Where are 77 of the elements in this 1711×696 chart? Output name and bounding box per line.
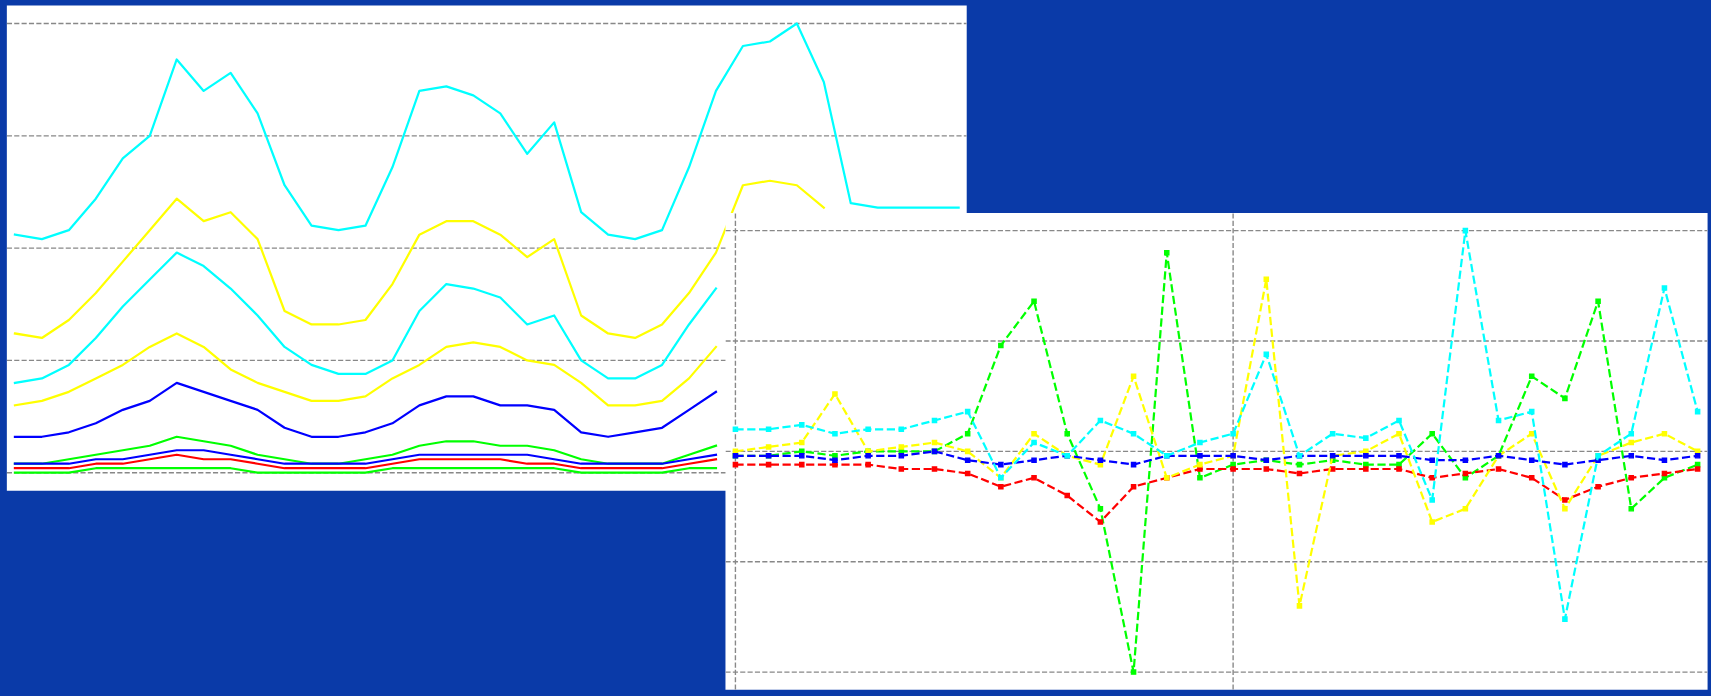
- point: [1197, 461, 1203, 468]
- point: [865, 461, 871, 468]
- point: [1031, 430, 1037, 437]
- point: [798, 439, 805, 446]
- point: [1429, 519, 1435, 525]
- point: [1661, 285, 1668, 291]
- point: [1396, 466, 1402, 472]
- point: [1495, 466, 1502, 472]
- point: [1363, 452, 1369, 459]
- point: [865, 426, 871, 433]
- point: [1031, 298, 1037, 305]
- point: [1197, 452, 1203, 459]
- point: [1562, 505, 1568, 512]
- point: [1363, 466, 1369, 472]
- point: [798, 461, 805, 468]
- point: [1429, 475, 1435, 481]
- point: [1462, 457, 1469, 463]
- point: [832, 391, 838, 397]
- point: [1694, 466, 1701, 472]
- point: [1628, 452, 1635, 459]
- point: [1031, 439, 1037, 446]
- point: [1661, 457, 1668, 463]
- point: [865, 452, 871, 459]
- point: [1694, 452, 1701, 459]
- point: [898, 466, 905, 472]
- point: [1031, 475, 1037, 481]
- point: [1230, 430, 1236, 437]
- point: [964, 457, 971, 463]
- point: [1528, 373, 1535, 380]
- point: [1429, 497, 1435, 503]
- point: [798, 452, 805, 459]
- point: [898, 452, 905, 459]
- point: [998, 342, 1004, 349]
- point: [1429, 430, 1435, 437]
- point: [765, 444, 772, 450]
- point: [1097, 505, 1104, 512]
- point: [1031, 457, 1037, 463]
- point: [998, 483, 1004, 490]
- point: [1595, 298, 1601, 305]
- point: [1595, 483, 1601, 490]
- point: [1429, 457, 1435, 463]
- point: [1462, 505, 1469, 512]
- point: [1562, 616, 1568, 622]
- point: [1197, 475, 1203, 481]
- point: [832, 430, 838, 437]
- point: [1528, 475, 1535, 481]
- point: [1064, 492, 1070, 499]
- point: [832, 457, 838, 463]
- point: [998, 461, 1004, 468]
- point: [1396, 417, 1402, 424]
- point: [1528, 408, 1535, 415]
- point: [931, 466, 938, 472]
- point: [898, 444, 905, 450]
- point: [798, 422, 805, 428]
- point: [1396, 430, 1402, 437]
- point: [1628, 439, 1635, 446]
- point: [1628, 505, 1635, 512]
- point: [1628, 430, 1635, 437]
- point: [1197, 466, 1203, 472]
- point: [1562, 497, 1568, 503]
- point: [1097, 519, 1104, 525]
- point: [1230, 466, 1236, 472]
- point: [1163, 249, 1170, 256]
- point: [1263, 466, 1270, 472]
- point: [1097, 457, 1104, 463]
- point: [1263, 351, 1270, 358]
- point: [1628, 475, 1635, 481]
- point: [1528, 457, 1535, 463]
- point: [1363, 435, 1369, 441]
- point: [1197, 439, 1203, 446]
- point: [1064, 430, 1070, 437]
- point: [1263, 276, 1270, 282]
- point: [1130, 669, 1137, 675]
- point: [1396, 452, 1402, 459]
- point: [1562, 461, 1568, 468]
- point: [1296, 603, 1303, 609]
- point: [1562, 395, 1568, 402]
